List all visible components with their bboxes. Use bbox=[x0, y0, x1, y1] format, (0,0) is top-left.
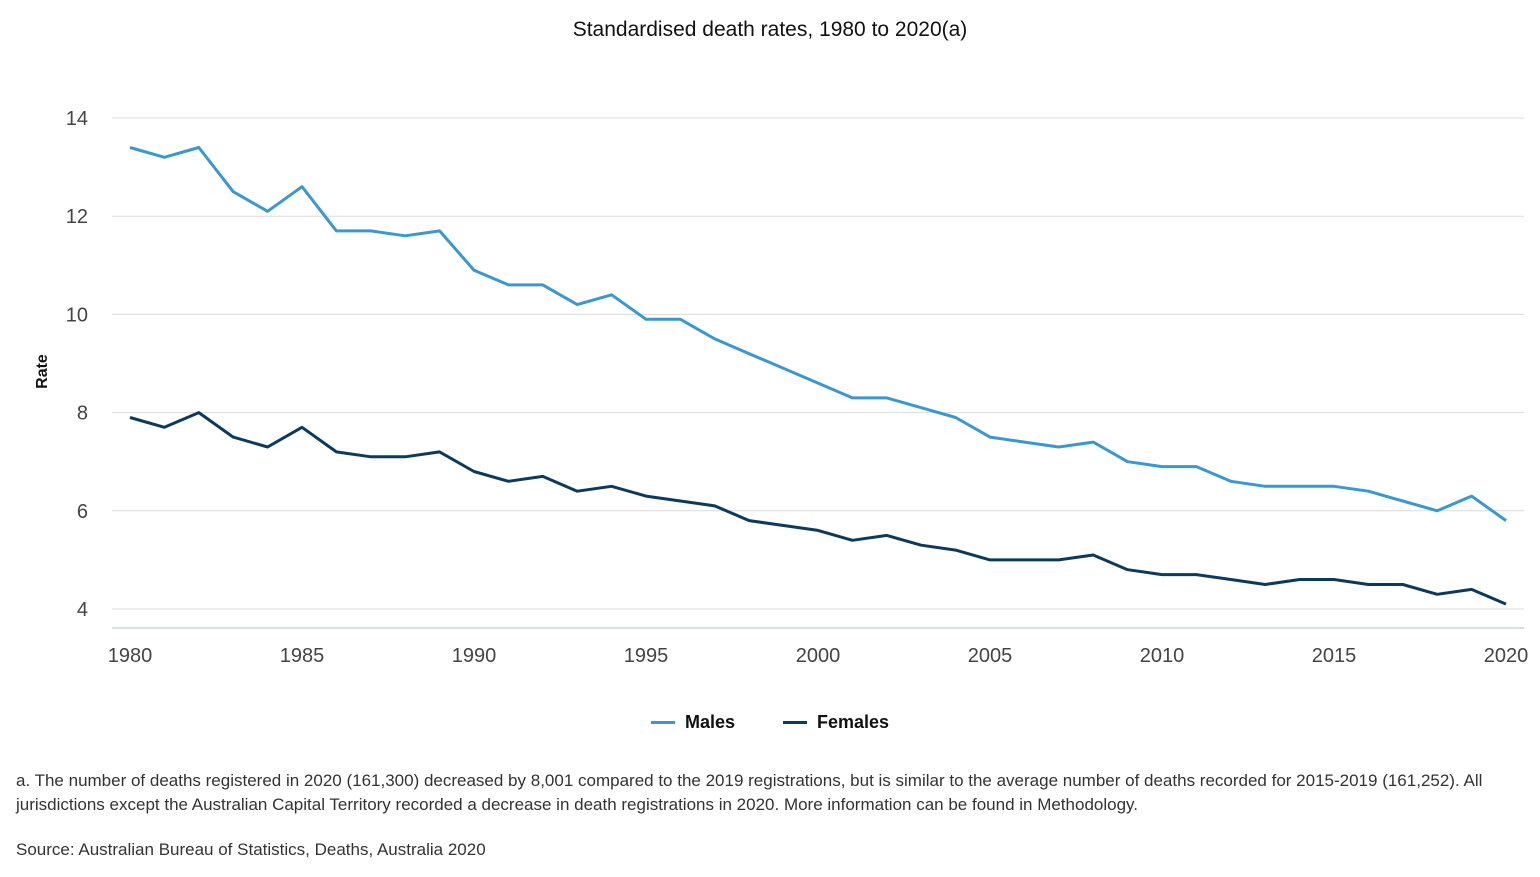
line-chart: 4 6 8 10 12 14 1980 1985 1990 1995 2000 2005 2010 20… bbox=[34, 108, 1529, 667]
x-tick-label: 2020 bbox=[1484, 645, 1529, 667]
series-line-females[interactable] bbox=[129, 411, 1507, 606]
y-tick-label: 12 bbox=[66, 206, 88, 228]
legend-label-males: Males bbox=[684, 712, 735, 732]
legend-swatch-males bbox=[650, 721, 675, 724]
y-tick-label: 10 bbox=[66, 304, 88, 326]
footnote: a. The number of deaths registered in 20… bbox=[16, 771, 1483, 814]
x-tick-label: 1990 bbox=[452, 645, 497, 667]
legend-label-females: Females bbox=[816, 712, 890, 732]
legend-item-females[interactable]: Females bbox=[782, 712, 890, 733]
x-tick-label: 2000 bbox=[796, 645, 841, 667]
x-tick-label: 1985 bbox=[280, 645, 325, 667]
gridlines bbox=[112, 117, 1524, 610]
legend-swatch-females bbox=[782, 721, 807, 724]
y-tick-label: 6 bbox=[77, 501, 88, 523]
series-line-males[interactable] bbox=[129, 146, 1507, 522]
source-note: Source: Australian Bureau of Statistics,… bbox=[16, 840, 486, 859]
x-tick-label: 2010 bbox=[1140, 645, 1185, 667]
chart-title: Standardised death rates, 1980 to 2020(a… bbox=[572, 18, 968, 41]
x-tick-label: 2015 bbox=[1312, 645, 1357, 667]
legend-item-males[interactable]: Males bbox=[650, 712, 735, 733]
series-lines bbox=[129, 146, 1507, 606]
x-axis-ticks: 1980 1985 1990 1995 2000 2005 2010 2015 2020 bbox=[108, 645, 1529, 667]
y-tick-label: 14 bbox=[66, 108, 88, 130]
x-tick-label: 2005 bbox=[968, 645, 1013, 667]
y-tick-label: 4 bbox=[77, 599, 88, 621]
y-axis-ticks: 4 6 8 10 12 14 bbox=[66, 108, 88, 621]
legend: Males Females bbox=[0, 712, 1540, 733]
y-axis-title: Rate bbox=[34, 354, 51, 389]
x-tick-label: 1995 bbox=[624, 645, 669, 667]
x-tick-label: 1980 bbox=[108, 645, 153, 667]
y-tick-label: 8 bbox=[77, 403, 88, 425]
